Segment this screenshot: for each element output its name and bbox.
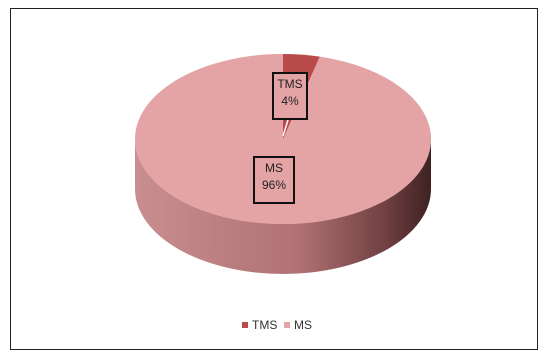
slice-side-ms — [135, 139, 431, 274]
legend-label-ms: MS — [294, 318, 312, 332]
legend-swatch-ms — [284, 322, 290, 328]
data-label-box-tms — [272, 72, 308, 120]
pie-3d-side — [135, 139, 431, 274]
data-label-tms: TMS 4% — [272, 72, 308, 120]
data-label-tms-value: 4% — [281, 94, 299, 108]
data-label-ms: MS 96% — [253, 156, 295, 204]
data-label-ms-name: MS — [265, 161, 283, 175]
data-label-ms-value: 96% — [262, 178, 286, 192]
data-label-leader-line — [282, 119, 289, 137]
legend-swatch-tms — [242, 322, 248, 328]
data-label-box-ms — [253, 156, 295, 204]
data-label-tms-name: TMS — [277, 77, 302, 91]
legend-label-tms: TMS — [252, 318, 277, 332]
legend: TMS MS — [242, 318, 312, 332]
